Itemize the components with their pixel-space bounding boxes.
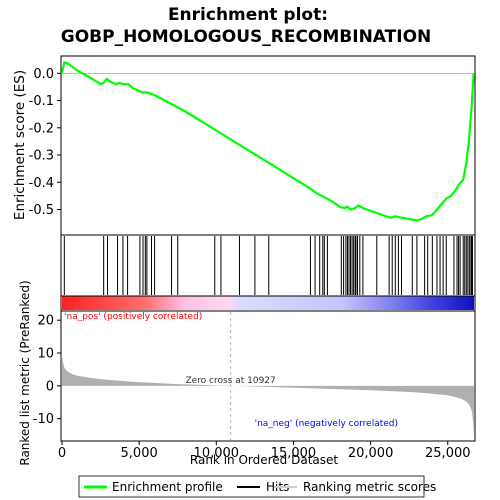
enrichment-profile-line xyxy=(60,61,475,222)
chart-title-line2: GOBP_HOMOLOGOUS_RECOMBINATION xyxy=(61,27,432,47)
legend-profile-label: Enrichment profile xyxy=(112,480,223,494)
es-y-tick-label: -0.5 xyxy=(29,203,54,218)
neg-correlation-label: 'na_neg' (negatively correlated) xyxy=(255,419,398,429)
metric-x-tick-label: 10,000 xyxy=(194,446,240,461)
metric-y-tick-label: 10 xyxy=(37,347,54,362)
metric-x-tick-label: 15,000 xyxy=(271,446,317,461)
metric-panel-frame xyxy=(60,310,476,442)
metric-y-tick-label: -10 xyxy=(33,412,54,427)
rank-colorbar-panel xyxy=(60,295,476,312)
metric-panel: Zero cross at 10927 'na_pos' (positively… xyxy=(18,280,476,467)
metric-y-axis-label: Ranked list metric (PreRanked) xyxy=(18,280,32,465)
metric-x-tick-label: 25,000 xyxy=(425,446,471,461)
es-y-tick-label: -0.2 xyxy=(29,121,54,136)
legend-metric-label: Ranking metric scores xyxy=(303,480,436,494)
metric-y-tick-label: 20 xyxy=(37,314,54,329)
metric-y-axis: 20 10 0 -10 xyxy=(33,314,61,427)
metric-x-tick-label: 20,000 xyxy=(348,446,394,461)
es-y-tick-label: -0.1 xyxy=(29,94,54,109)
metric-x-axis-label: Rank in Ordered Dataset xyxy=(190,453,338,467)
es-y-tick-label: 0.0 xyxy=(33,67,54,82)
hits-panel-frame xyxy=(60,234,476,297)
es-y-axis: 0.0 -0.1 -0.2 -0.3 -0.4 -0.5 xyxy=(29,67,61,218)
metric-x-tick-label: 0 xyxy=(58,446,66,461)
metric-x-tick-label: 5,000 xyxy=(121,446,158,461)
metric-x-axis: 0 5,000 10,000 15,000 20,000 25,000 xyxy=(58,441,471,461)
hits-panel xyxy=(60,234,476,297)
hit-markers xyxy=(63,236,473,295)
metric-y-tick-label: 0 xyxy=(46,379,54,394)
zero-cross-label: Zero cross at 10927 xyxy=(185,376,275,386)
es-y-tick-label: -0.3 xyxy=(29,149,54,164)
pos-correlation-label: 'na_pos' (positively correlated) xyxy=(64,312,202,322)
es-panel: 0.0 -0.1 -0.2 -0.3 -0.4 -0.5 Enrichment score… xyxy=(12,55,476,236)
rank-colorbar xyxy=(62,296,474,310)
es-y-axis-label: Enrichment score (ES) xyxy=(12,70,28,220)
chart-title-line1: Enrichment plot: xyxy=(168,5,328,25)
es-panel-frame xyxy=(60,55,476,236)
legend: Enrichment profile Hits Ranking metric s… xyxy=(78,475,436,498)
es-y-tick-label: -0.4 xyxy=(29,176,54,191)
